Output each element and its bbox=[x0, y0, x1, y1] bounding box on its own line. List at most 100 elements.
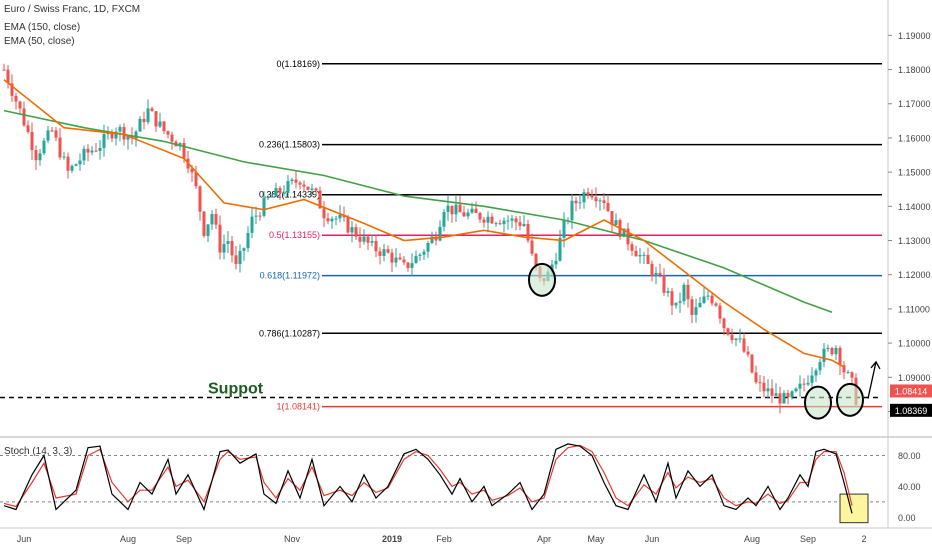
candle-body bbox=[195, 172, 198, 186]
candle-body bbox=[63, 157, 66, 158]
candle-body bbox=[331, 219, 334, 222]
candle-body bbox=[655, 273, 658, 276]
candle-body bbox=[731, 335, 734, 340]
candle-body bbox=[807, 383, 810, 385]
price-tick-label: 1.13000 bbox=[898, 236, 931, 246]
highlight-circle bbox=[805, 387, 831, 419]
candle-body bbox=[727, 328, 730, 335]
candle-body bbox=[291, 180, 294, 182]
candle-body bbox=[443, 212, 446, 227]
candle-body bbox=[23, 108, 26, 125]
price-tick-label: 1.12000 bbox=[898, 270, 931, 280]
candle-body bbox=[283, 193, 286, 194]
candle-body bbox=[83, 149, 86, 161]
candle-body bbox=[787, 393, 790, 397]
candle-body bbox=[239, 251, 242, 264]
candle-body bbox=[659, 273, 662, 275]
time-tick-label: 2 bbox=[861, 534, 866, 544]
candle-body bbox=[775, 393, 778, 396]
candle-body bbox=[583, 192, 586, 202]
candle-body bbox=[683, 285, 686, 301]
price-tick-label: 1.16000 bbox=[898, 133, 931, 143]
candle-body bbox=[479, 213, 482, 220]
candle-body bbox=[631, 244, 634, 251]
ema50-line bbox=[4, 80, 844, 367]
candle-body bbox=[327, 218, 330, 221]
candle-body bbox=[603, 200, 606, 203]
candle-body bbox=[463, 212, 466, 216]
candle-body bbox=[459, 205, 462, 213]
candle-body bbox=[211, 214, 214, 224]
time-tick-label: Sep bbox=[800, 534, 816, 544]
candle-body bbox=[59, 138, 62, 158]
fib-label: 0.236(1.15803) bbox=[259, 140, 320, 150]
candle-body bbox=[419, 255, 422, 256]
candle-body bbox=[235, 255, 238, 264]
candle-body bbox=[763, 383, 766, 391]
candle-body bbox=[851, 372, 854, 377]
candle-body bbox=[223, 244, 226, 253]
stoch-highlight-box bbox=[840, 494, 868, 523]
candle-body bbox=[791, 391, 794, 397]
candle-body bbox=[79, 161, 82, 165]
candle-body bbox=[571, 201, 574, 221]
stoch-tick-label: 0.00 bbox=[898, 513, 916, 523]
candle-body bbox=[671, 291, 674, 305]
candle-body bbox=[355, 227, 358, 237]
candle-body bbox=[703, 296, 706, 303]
candle-body bbox=[43, 141, 46, 154]
candle-body bbox=[171, 135, 174, 142]
candle-body bbox=[847, 372, 850, 373]
candle-body bbox=[231, 241, 234, 255]
candle-body bbox=[599, 200, 602, 201]
candle-body bbox=[591, 195, 594, 198]
candle-body bbox=[691, 299, 694, 315]
candle-body bbox=[167, 131, 170, 134]
candle-body bbox=[387, 249, 390, 253]
candle-body bbox=[755, 372, 758, 382]
candle-body bbox=[447, 206, 450, 212]
candle-body bbox=[199, 186, 202, 211]
candle-body bbox=[467, 213, 470, 217]
candle-body bbox=[779, 393, 782, 403]
candle-body bbox=[295, 180, 298, 183]
symbol-label: Euro / Swiss Franc, 1D, FXCM bbox=[4, 4, 140, 16]
candle-body bbox=[95, 151, 98, 152]
candle-body bbox=[471, 209, 474, 213]
candle-body bbox=[267, 197, 270, 198]
candle-body bbox=[799, 384, 802, 389]
candle-body bbox=[819, 362, 822, 370]
candle-body bbox=[91, 151, 94, 153]
candle-body bbox=[487, 217, 490, 223]
candle-body bbox=[639, 255, 642, 256]
candle-body bbox=[831, 348, 834, 354]
candle-body bbox=[667, 291, 670, 293]
candle-body bbox=[759, 382, 762, 383]
stoch-label: Stoch (14, 3, 3) bbox=[4, 446, 72, 457]
candle-body bbox=[403, 259, 406, 262]
time-tick-label: Aug bbox=[120, 534, 136, 544]
candle-body bbox=[439, 227, 442, 241]
candle-body bbox=[71, 166, 74, 171]
candle-body bbox=[483, 219, 486, 222]
candle-body bbox=[311, 188, 314, 189]
candle-body bbox=[263, 198, 266, 216]
candle-body bbox=[751, 355, 754, 373]
candle-body bbox=[555, 261, 558, 265]
time-tick-label: 2019 bbox=[382, 534, 402, 544]
candle-body bbox=[427, 243, 430, 252]
candle-body bbox=[31, 132, 34, 150]
candle-body bbox=[139, 119, 142, 132]
candle-body bbox=[747, 352, 750, 355]
candle-body bbox=[351, 227, 354, 232]
candle-body bbox=[615, 220, 618, 225]
candle-body bbox=[163, 121, 166, 131]
candle-body bbox=[299, 183, 302, 185]
candle-body bbox=[411, 263, 414, 268]
price-tick-label: 1.18000 bbox=[898, 65, 931, 75]
candle-body bbox=[215, 214, 218, 225]
candle-body bbox=[15, 96, 18, 102]
candle-body bbox=[595, 197, 598, 201]
stoch-d-line bbox=[4, 445, 852, 506]
